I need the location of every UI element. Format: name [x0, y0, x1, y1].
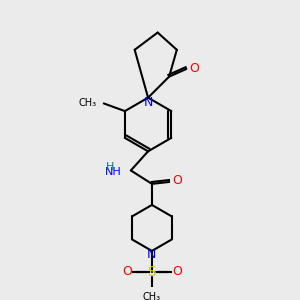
Text: O: O — [189, 62, 199, 76]
Text: O: O — [172, 266, 182, 278]
Text: N: N — [147, 248, 157, 261]
Text: CH₃: CH₃ — [79, 98, 97, 108]
Text: O: O — [122, 266, 132, 278]
Text: O: O — [172, 173, 182, 187]
Text: H: H — [106, 162, 114, 172]
Text: CH₃: CH₃ — [143, 292, 161, 300]
Text: N: N — [143, 96, 153, 109]
Text: NH: NH — [104, 167, 121, 177]
Text: S: S — [148, 265, 156, 279]
